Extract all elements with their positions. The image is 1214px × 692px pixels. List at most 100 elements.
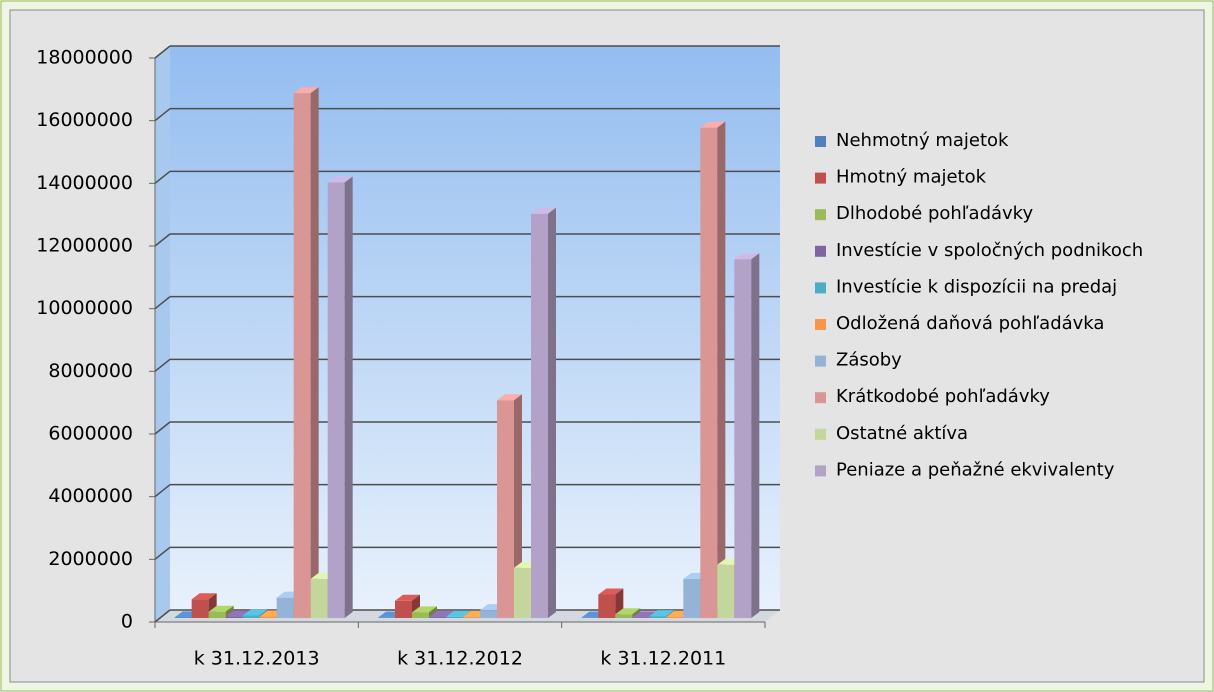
bar-top — [191, 593, 217, 600]
bar-front — [225, 616, 243, 618]
y-tick-label: 2000000 — [48, 548, 133, 570]
bar-front — [734, 259, 752, 618]
legend-label: Dlhodobé pohľadávky — [836, 203, 1033, 224]
bar — [497, 394, 522, 618]
legend-label: Odložená daňová pohľadávka — [836, 313, 1104, 334]
bar-front — [310, 578, 328, 618]
bar-front — [514, 567, 531, 618]
bar-front — [649, 616, 667, 618]
bar-front — [615, 614, 633, 618]
grid-line-side — [154, 484, 171, 498]
bar-front — [683, 578, 701, 618]
grid-line-side — [154, 296, 171, 310]
legend-swatch — [815, 136, 826, 147]
bar-top — [446, 610, 471, 617]
bar-front — [412, 612, 429, 618]
bar-front — [327, 182, 345, 618]
bar-front — [191, 599, 209, 618]
legend-label: Hmotný majetok — [836, 167, 987, 188]
bar-top — [700, 121, 726, 128]
grid-line-side — [154, 358, 171, 372]
bar-front — [174, 617, 192, 618]
legend-label: Zásoby — [836, 350, 902, 371]
y-tick-label: 16000000 — [36, 109, 133, 131]
legend-label: Nehmotný majetok — [836, 130, 1009, 151]
bar-front — [531, 213, 548, 619]
bar-top — [208, 605, 234, 612]
bar — [531, 207, 556, 619]
bar-side — [717, 121, 726, 618]
bar — [734, 253, 760, 618]
y-tick-label: 10000000 — [36, 297, 133, 319]
bar-front — [666, 616, 684, 618]
bar-top — [293, 87, 319, 94]
bar — [615, 608, 641, 618]
x-tick-label: k 31.12.2011 — [600, 648, 726, 670]
bar — [293, 87, 319, 618]
bar-side — [548, 207, 556, 619]
bar-front — [497, 400, 514, 618]
bar — [191, 593, 217, 618]
y-tick-label: 18000000 — [36, 47, 133, 69]
bar-top — [531, 207, 556, 214]
bar-front — [480, 610, 497, 618]
bar-top — [395, 594, 420, 601]
bar-top — [598, 588, 624, 595]
grid-line-side — [154, 609, 171, 623]
grid-line-side — [154, 108, 171, 122]
legend-swatch — [815, 319, 826, 330]
legend-swatch — [815, 172, 826, 184]
grid-line-side — [154, 170, 171, 184]
y-tick-label: 6000000 — [48, 423, 133, 445]
legend-swatch — [815, 282, 826, 294]
bar — [700, 121, 726, 618]
grid-line-side — [154, 233, 171, 247]
bar-top — [242, 609, 268, 616]
bar-top — [412, 606, 437, 613]
x-tick-label: k 31.12.2013 — [194, 648, 320, 670]
bar-front — [276, 597, 294, 618]
bar-top — [649, 610, 675, 617]
grid-line-side — [154, 45, 171, 59]
bar-top — [734, 253, 760, 260]
bar-front — [208, 611, 226, 618]
legend-label: Peniaze a peňažné ekvivalenty — [836, 459, 1115, 480]
y-tick-label: 12000000 — [36, 235, 133, 257]
back-wall — [170, 46, 780, 610]
bar-front — [463, 616, 480, 618]
y-tick-label: 14000000 — [36, 172, 133, 194]
legend-label: Ostatné aktíva — [836, 423, 968, 444]
legend-swatch — [815, 392, 826, 404]
bar-front — [700, 127, 718, 618]
legend-label: Investície v spoločných podnikoch — [836, 240, 1143, 261]
bar-side — [429, 606, 437, 618]
bar-front — [395, 600, 412, 618]
legend-label: Krátkodobé pohľadávky — [836, 386, 1050, 407]
bar — [412, 606, 437, 618]
bar-front — [717, 564, 735, 618]
bar-side — [344, 176, 353, 618]
legend-swatch — [815, 209, 826, 221]
grid-line-side — [154, 546, 171, 560]
y-tick-label: 4000000 — [48, 485, 133, 507]
bar-top — [615, 608, 641, 615]
bar-side — [632, 608, 641, 618]
x-tick-label: k 31.12.2012 — [397, 648, 523, 670]
bar-front — [259, 616, 277, 618]
y-tick-label: 8000000 — [48, 360, 133, 382]
bar-front — [242, 615, 260, 618]
bar-front — [598, 594, 616, 618]
bar-side — [310, 87, 319, 618]
legend-swatch — [815, 245, 826, 257]
bar-top — [327, 176, 353, 183]
legend-swatch — [815, 355, 826, 367]
legend-swatch — [815, 465, 826, 477]
bar-side — [751, 253, 760, 618]
bar-top — [497, 394, 522, 401]
bar-front — [446, 616, 463, 618]
bar-front — [632, 617, 650, 618]
bar-front — [429, 617, 446, 618]
bar-side — [514, 394, 522, 618]
legend-swatch — [815, 428, 826, 440]
